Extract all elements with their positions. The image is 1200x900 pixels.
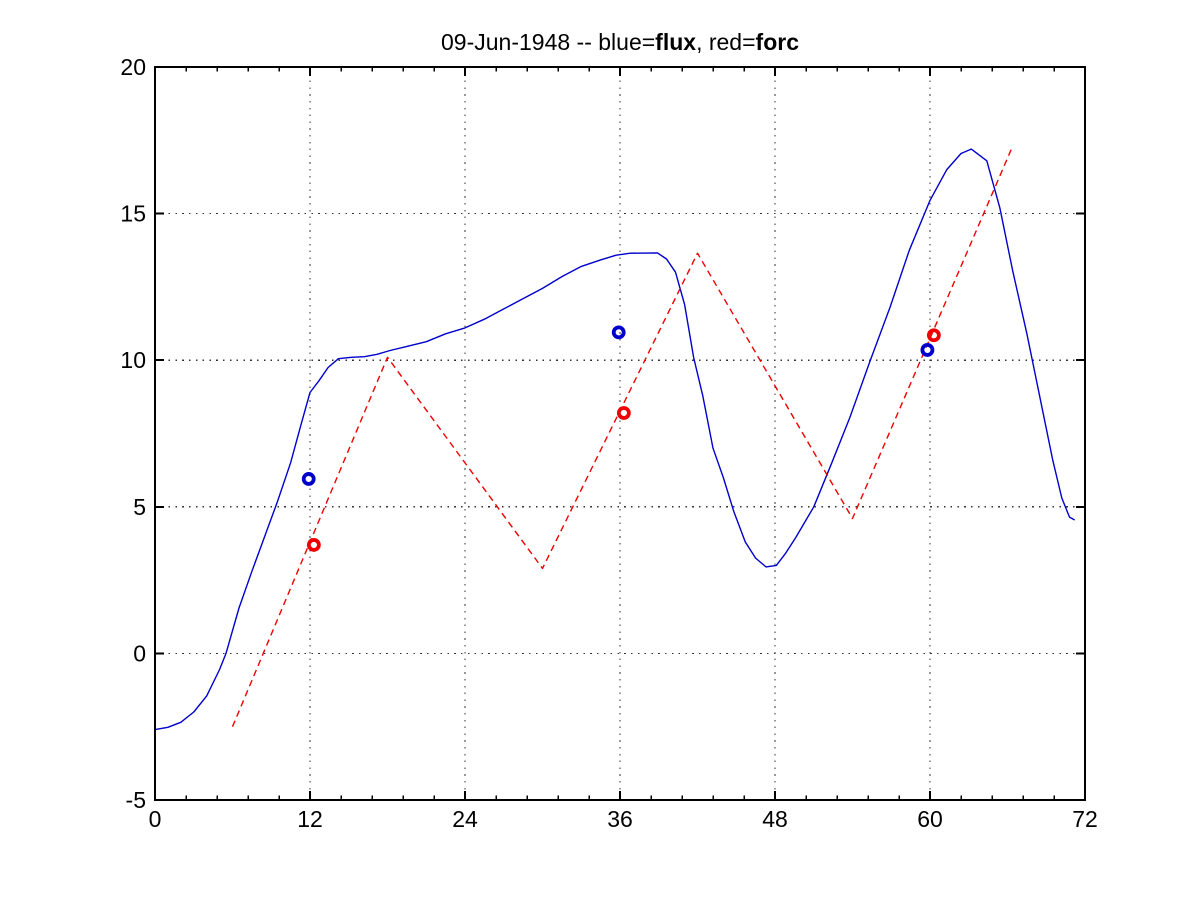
flux-marker-0 <box>301 472 316 486</box>
x-tick-label-48: 48 <box>762 806 788 832</box>
x-tick-label-0: 0 <box>149 806 162 832</box>
x-tick-label-60: 60 <box>917 806 943 832</box>
y-tick-label-10: 10 <box>120 347 146 373</box>
chart-title-forc-label: forc <box>755 29 799 55</box>
forc-marker-0 <box>306 538 321 552</box>
y-tick-label-15: 15 <box>120 201 146 227</box>
forc-marker-1 <box>616 406 631 420</box>
flux-marker-1 <box>611 325 626 340</box>
chart-title: 09-Jun-1948 -- blue=flux, red=forc <box>155 29 1085 56</box>
x-tick-label-36: 36 <box>607 806 633 832</box>
y-tick-label-5: 5 <box>133 494 146 520</box>
flux-marker-2 <box>920 343 935 357</box>
chart-title-separator: , red= <box>696 29 756 55</box>
x-tick-label-72: 72 <box>1072 806 1098 832</box>
x-tick-label-12: 12 <box>297 806 323 832</box>
y-tick-label-0: 0 <box>133 640 146 666</box>
x-tick-label-24: 24 <box>452 806 478 832</box>
chart-title-text: 09-Jun-1948 -- blue= <box>441 29 656 55</box>
forc-marker-2 <box>926 328 941 343</box>
forc-line <box>231 148 1013 727</box>
flux-line <box>154 148 1076 731</box>
chart-title-flux-label: flux <box>655 29 697 55</box>
y-tick-label-20: 20 <box>120 54 146 80</box>
y-tick-label--5: -5 <box>126 787 146 813</box>
